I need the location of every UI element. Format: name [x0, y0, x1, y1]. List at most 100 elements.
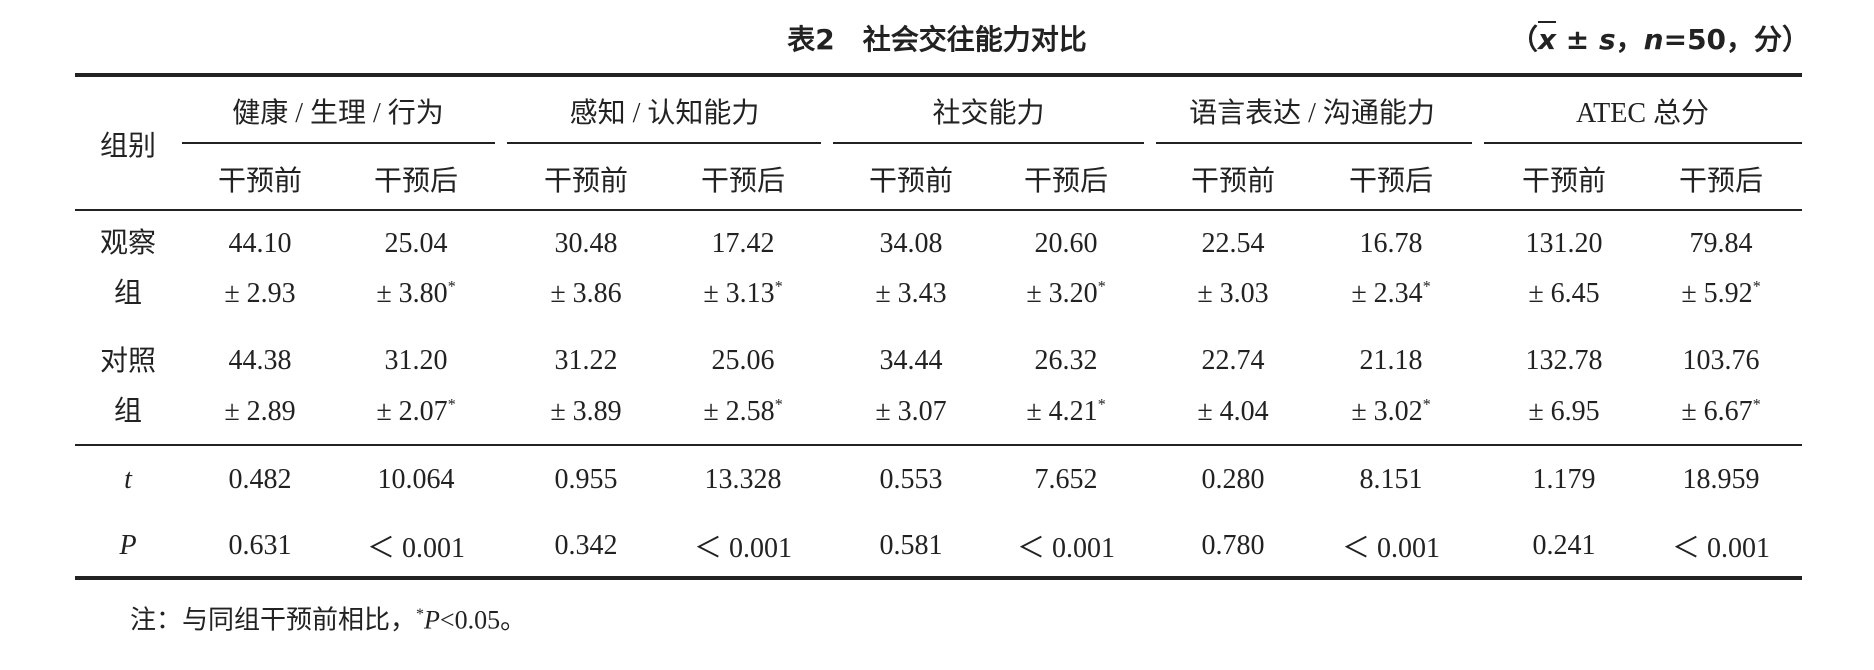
group-header: 组别 [100, 124, 156, 164]
text: ± 2.07 [376, 396, 448, 427]
stat-value: 0.631 [229, 530, 292, 562]
cell-mean: 20.60 [1035, 228, 1098, 260]
text: 感知 / 认知能力 [569, 98, 760, 129]
text: 对照组 [99, 345, 156, 427]
stat-value: 0.780 [1202, 530, 1265, 562]
stat-value: ＜ 0.001 [1672, 526, 1770, 566]
text: 0.955 [554, 464, 618, 495]
table-title: 表2 社会交往能力对比 [787, 18, 1086, 58]
text: 79.84 [1689, 228, 1753, 259]
text: 0.342 [554, 530, 618, 561]
text: 22.74 [1201, 345, 1265, 376]
text: ， [1615, 23, 1644, 56]
stat-value: 1.179 [1533, 464, 1596, 496]
text: ± 6.95 [1528, 396, 1600, 427]
subheader: 干预后 [1349, 159, 1433, 199]
cell-sd: ± 2.58* [703, 396, 782, 428]
stat-value: 0.553 [880, 464, 943, 496]
cell-mean: 31.22 [555, 345, 618, 377]
text: 7.652 [1034, 464, 1098, 495]
text: ＜ 0.001 [1341, 533, 1441, 564]
text: * [447, 396, 456, 414]
text: 0.280 [1201, 464, 1265, 495]
text: 26.32 [1034, 345, 1098, 376]
text: * [1422, 278, 1431, 296]
rule [1155, 142, 1472, 144]
cell-mean: 103.76 [1683, 345, 1760, 377]
text: ± 3.43 [875, 278, 947, 309]
cell-mean: 31.20 [385, 345, 448, 377]
text: ± 3.13 [703, 278, 775, 309]
subheader: 干预前 [1191, 159, 1275, 199]
cell-sd: ± 6.67* [1681, 396, 1760, 428]
text: ± 2.93 [224, 278, 296, 309]
text: ± 3.20 [1026, 278, 1098, 309]
text: 社交能力 [932, 98, 1045, 129]
cell-mean: 22.74 [1202, 345, 1265, 377]
text: <0.05。 [439, 605, 527, 635]
text: 30.48 [554, 228, 618, 259]
text: * [774, 278, 783, 296]
cell-sd: ± 5.92* [1681, 278, 1760, 310]
subheader: 干预前 [869, 159, 953, 199]
column-group: 感知 / 认知能力 [570, 91, 760, 131]
text: 干预后 [1023, 166, 1109, 197]
text: ± 5.92 [1681, 278, 1753, 309]
cell-mean: 16.78 [1360, 228, 1423, 260]
text: 44.38 [228, 345, 292, 376]
text: * [1752, 278, 1761, 296]
cell-sd: ± 3.43 [875, 278, 946, 310]
text: ＜ 0.001 [693, 533, 793, 564]
stat-value: 13.328 [705, 464, 782, 496]
cell-mean: 30.48 [555, 228, 618, 260]
text: * [447, 278, 456, 296]
row-group: 对照组 [98, 337, 158, 437]
cell-mean: 25.04 [385, 228, 448, 260]
text: t [124, 464, 132, 495]
text: * [1752, 396, 1761, 414]
stat-value: 0.280 [1202, 464, 1265, 496]
text: 20.60 [1034, 228, 1098, 259]
text: * [774, 396, 783, 414]
text: P [119, 530, 137, 561]
stat-value: 0.241 [1533, 530, 1596, 562]
cell-sd: ± 2.07* [376, 396, 455, 428]
text: ± 4.04 [1197, 396, 1269, 427]
stat-value: ＜ 0.001 [367, 526, 465, 566]
text: ＜ 0.001 [1671, 533, 1771, 564]
cell-sd: ± 3.80* [376, 278, 455, 310]
text: 8.151 [1359, 464, 1423, 495]
text: * [1097, 278, 1106, 296]
rule [75, 73, 1802, 77]
text: 干预后 [1678, 166, 1764, 197]
text: ± 4.21 [1026, 396, 1098, 427]
stat-value: 8.151 [1360, 464, 1423, 496]
text: ± 6.45 [1528, 278, 1600, 309]
stat-value: 0.482 [229, 464, 292, 496]
text: ± 3.02 [1351, 396, 1423, 427]
cell-sd: ± 6.45 [1528, 278, 1599, 310]
text: 31.20 [384, 345, 448, 376]
cell-sd: ± 3.07 [875, 396, 946, 428]
text: 10.064 [377, 464, 455, 495]
text: 干预前 [217, 166, 303, 197]
text: 干预后 [700, 166, 786, 197]
cell-sd: ± 4.21* [1026, 396, 1105, 428]
text: ATEC 总分 [1575, 98, 1710, 129]
text: 21.18 [1359, 345, 1423, 376]
text: 17.42 [711, 228, 775, 259]
cell-sd: ± 3.02* [1351, 396, 1430, 428]
text: P [424, 605, 440, 635]
text: * [1097, 396, 1106, 414]
text: 34.44 [879, 345, 943, 376]
stat-value: 7.652 [1035, 464, 1098, 496]
rule [75, 444, 1802, 446]
column-group: 语言表达 / 沟通能力 [1189, 91, 1435, 131]
stat-value: ＜ 0.001 [1342, 526, 1440, 566]
table-note: （x ± s，n=50，分） [1510, 18, 1810, 58]
rule [75, 209, 1802, 211]
text: 语言表达 / 沟通能力 [1189, 98, 1435, 129]
text: 44.10 [228, 228, 292, 259]
subheader: 干预后 [374, 159, 458, 199]
